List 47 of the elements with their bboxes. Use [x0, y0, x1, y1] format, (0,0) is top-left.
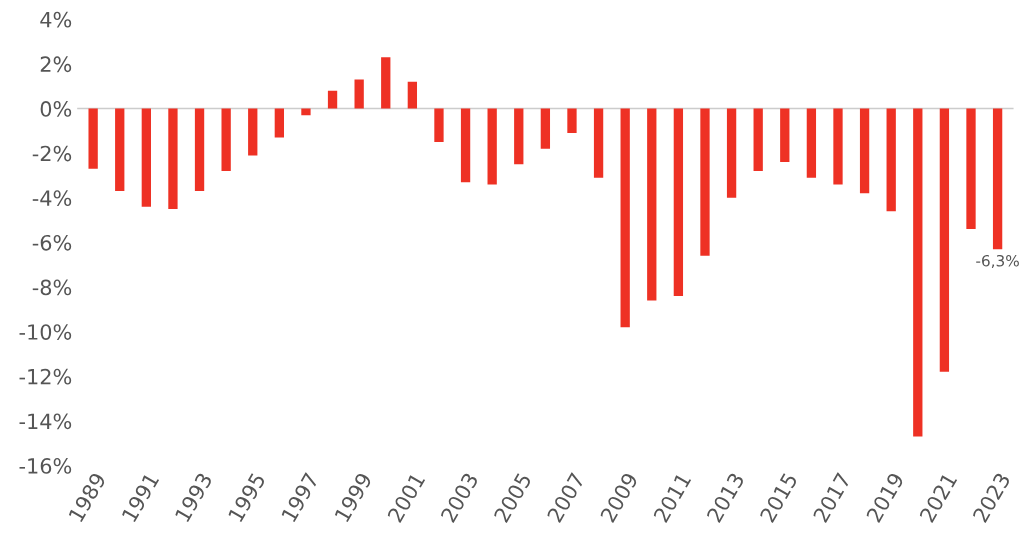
- bar: [753, 108, 763, 172]
- bar: [966, 108, 976, 230]
- bar: [407, 81, 418, 109]
- bar: [460, 108, 471, 183]
- bar: [381, 57, 391, 109]
- bar: [194, 108, 205, 192]
- bar: [700, 108, 710, 256]
- bar: [221, 108, 231, 172]
- bar: [327, 90, 338, 109]
- y-tick-label: 0%: [40, 101, 72, 117]
- data-label: -6,3%: [976, 254, 1019, 269]
- bar: [886, 108, 896, 212]
- bar: [780, 108, 790, 163]
- bar: [141, 108, 151, 207]
- bar: [859, 108, 870, 194]
- bar: [567, 108, 577, 134]
- y-tick-label: 4%: [40, 11, 72, 28]
- y-tick-label: -10%: [19, 324, 72, 340]
- y-tick-label: -16%: [19, 458, 72, 474]
- bar: [726, 108, 737, 198]
- bar: [540, 108, 551, 149]
- bar: [301, 108, 311, 116]
- bar: [647, 108, 657, 301]
- bar: [620, 108, 630, 328]
- y-tick-label: -8%: [32, 279, 72, 296]
- bar: [248, 108, 258, 156]
- bar: [913, 108, 923, 437]
- bar: [115, 108, 125, 192]
- y-tick-label: -12%: [19, 368, 72, 385]
- y-tick-label: 2%: [40, 56, 72, 73]
- bar: [88, 108, 98, 169]
- bar: [593, 108, 604, 178]
- y-tick-label: -6%: [32, 234, 72, 251]
- bar: [274, 108, 285, 138]
- bar: [806, 108, 817, 178]
- bar: [939, 108, 950, 372]
- bar: [673, 108, 684, 296]
- y-tick-label: -14%: [19, 413, 72, 430]
- bar: [168, 108, 178, 209]
- bar: [992, 108, 1003, 250]
- bar: [354, 79, 364, 109]
- bar: [487, 108, 497, 185]
- bar: [833, 108, 843, 185]
- bar: [434, 108, 444, 143]
- y-tick-label: -2%: [32, 145, 72, 162]
- y-tick-label: -4%: [32, 190, 72, 207]
- bar: [514, 108, 524, 165]
